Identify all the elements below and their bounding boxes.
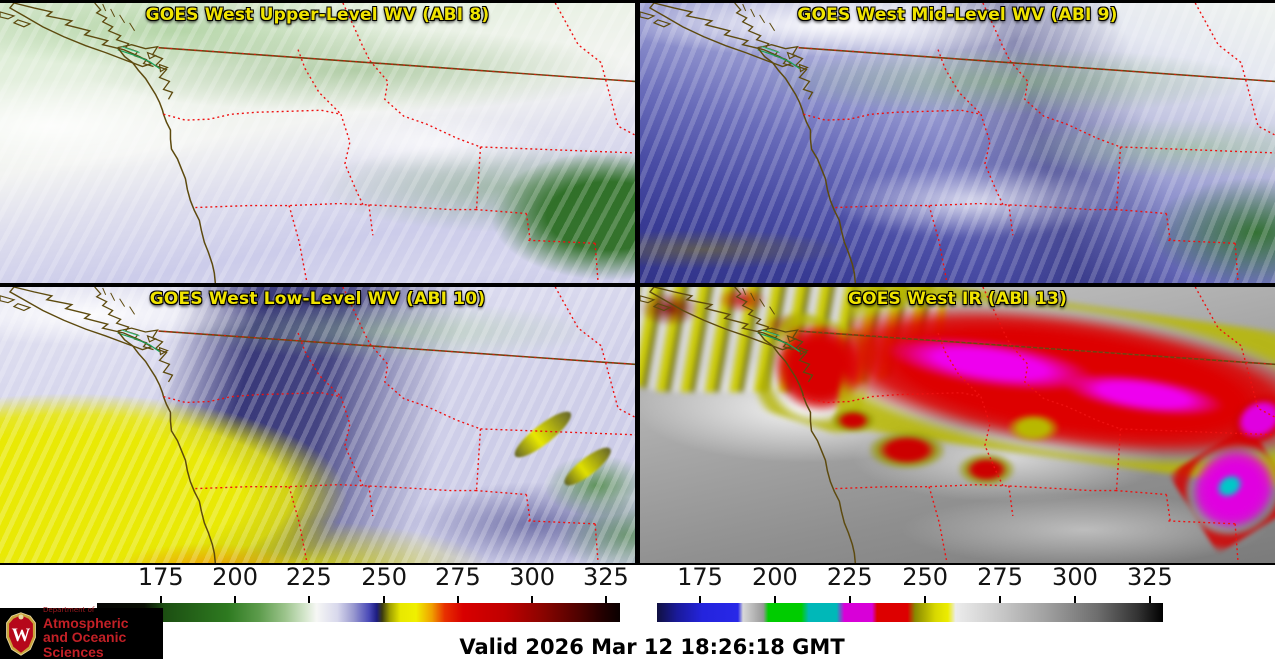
colorbar-tick-label: 200 <box>212 563 258 591</box>
uw-crest-icon: W <box>6 611 36 656</box>
colorbar-tick-label: 175 <box>677 563 723 591</box>
colorbar-ir: 175 200 225 250 275 300 325 <box>657 563 1173 659</box>
colorbar-tick <box>456 596 459 603</box>
svg-text:W: W <box>12 624 31 645</box>
colorbar-gradient-ir <box>657 603 1163 622</box>
colorbar-tick-label: 225 <box>826 563 873 591</box>
logo-department-of: Department of <box>43 606 95 615</box>
colorbar-tick <box>159 596 162 603</box>
panel-title-abi10: GOES West Low-Level WV (ABI 10) <box>149 289 486 309</box>
colorbar-tick-label: 200 <box>751 563 798 591</box>
colorbar-tick <box>1148 596 1151 603</box>
colorbar-tick <box>383 596 386 603</box>
colorbar-tick <box>531 596 534 603</box>
map-overlay-abi8 <box>0 3 635 283</box>
imagery-region: GOES West Upper-Level WV (ABI 8) GOES We… <box>0 0 1275 565</box>
colorbar-tick-label: 250 <box>361 563 408 591</box>
panel-title-abi8: GOES West Upper-Level WV (ABI 8) <box>145 5 490 25</box>
colorbar-tick-label: 225 <box>285 563 332 591</box>
panel-mid-level-wv: GOES West Mid-Level WV (ABI 9) <box>640 3 1275 283</box>
colorbar-wv: 175 200 225 250 275 300 325 <box>97 563 629 659</box>
colorbar-tick <box>924 596 927 603</box>
colorbar-tick-label: 275 <box>434 563 481 591</box>
logo-oceanic-sciences: and Oceanic Sciences <box>43 629 127 659</box>
colorbar-gradient-wv <box>97 603 620 622</box>
colorbar-tick <box>699 596 701 603</box>
colorbar-tick <box>773 596 776 603</box>
panel-upper-level-wv: GOES West Upper-Level WV (ABI 8) <box>0 3 635 283</box>
logo-atmospheric: Atmospheric <box>43 614 129 631</box>
colorbar-tick-label: 300 <box>1052 563 1098 591</box>
colorbar-tick-label: 275 <box>977 563 1023 591</box>
colorbar-tick <box>307 596 310 603</box>
panel-title-abi13: GOES West IR (ABI 13) <box>847 289 1068 309</box>
valid-time-label: Valid 2026 Mar 12 18:26:18 GMT <box>459 635 845 659</box>
panel-ir: GOES West IR (ABI 13) <box>640 287 1275 563</box>
map-overlay-abi9 <box>640 3 1275 283</box>
map-overlay-abi13 <box>640 287 1275 563</box>
aos-logo: W Department of Atmospheric and Oceanic … <box>0 606 163 659</box>
colorbar-tick <box>234 596 237 603</box>
panel-title-abi9: GOES West Mid-Level WV (ABI 9) <box>797 5 1118 25</box>
map-overlay-abi10 <box>0 287 635 563</box>
colorbar-tick-label: 250 <box>902 563 949 591</box>
colorbar-tick-label: 175 <box>137 563 184 591</box>
aos-logo-text: Department of Atmospheric and Oceanic Sc… <box>43 606 163 659</box>
colorbar-tick <box>604 596 607 603</box>
panel-low-level-wv: GOES West Low-Level WV (ABI 10) <box>0 287 635 563</box>
footer: 175 200 225 250 275 300 325 175 200 225 … <box>0 563 1275 659</box>
colorbar-tick-label: 325 <box>1126 563 1173 591</box>
colorbar-tick <box>1073 596 1076 603</box>
colorbar-tick <box>999 596 1002 603</box>
colorbar-tick-label: 325 <box>582 563 629 591</box>
colorbar-tick-label: 300 <box>509 563 556 591</box>
colorbar-tick <box>848 596 851 603</box>
